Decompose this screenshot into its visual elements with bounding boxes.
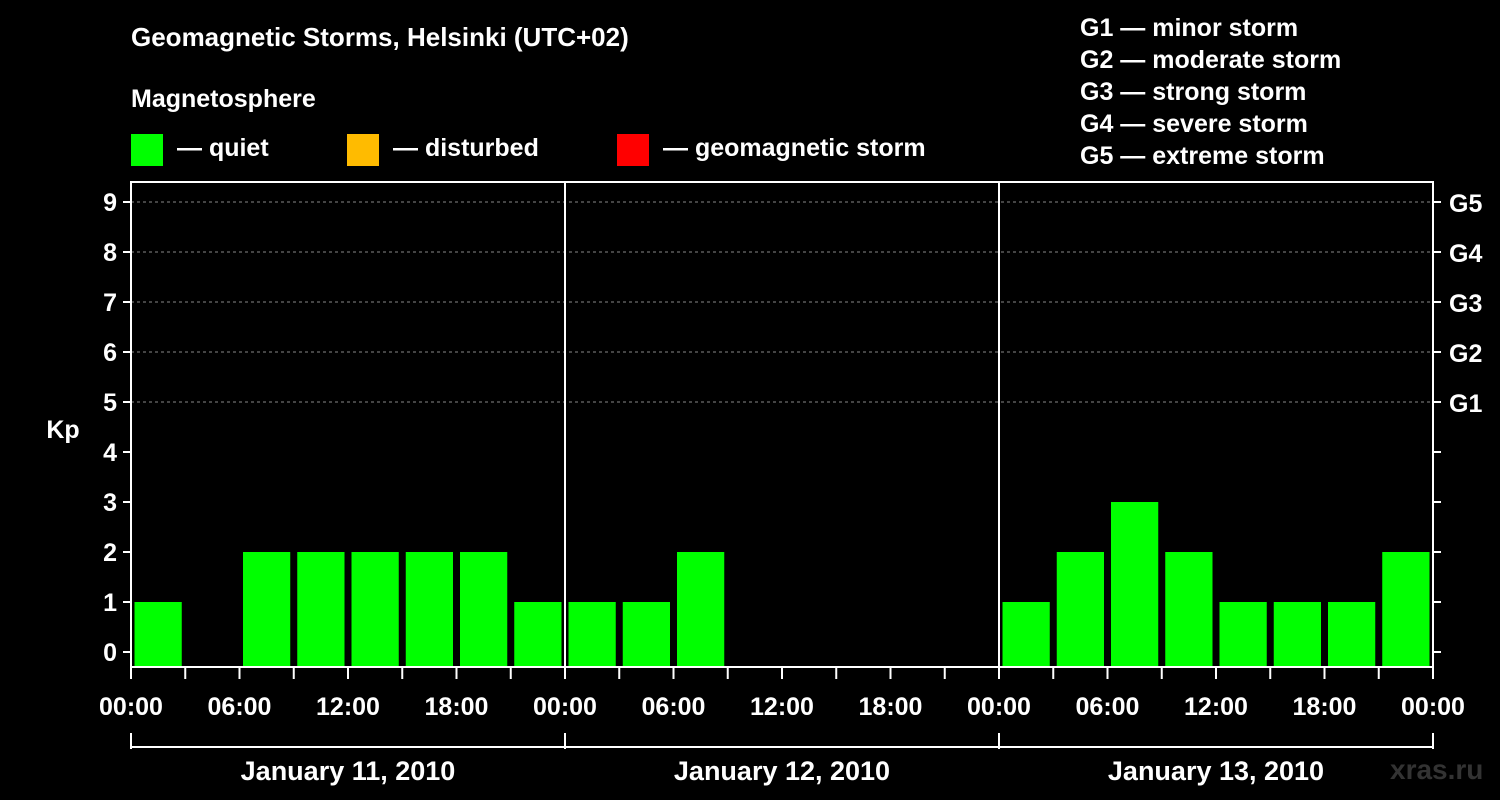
y-tick-label-2: 2 <box>103 539 117 567</box>
x-tick-label-6: 12:00 <box>750 693 814 721</box>
bar-5 <box>405 552 453 667</box>
y-tick-label-9: 9 <box>103 189 117 217</box>
legend-storm-label: — geomagnetic storm <box>663 134 926 162</box>
bar-9 <box>622 602 670 667</box>
bar-4 <box>351 552 399 667</box>
magnetosphere-heading: Magnetosphere <box>131 85 316 113</box>
x-tick-label-1: 06:00 <box>208 693 272 721</box>
bar-10 <box>677 552 725 667</box>
bar-20 <box>1219 602 1267 667</box>
storm-scale-g3: G3 — strong storm <box>1080 78 1307 106</box>
watermark: xras.ru <box>1390 754 1484 785</box>
x-tick-label-2: 12:00 <box>316 693 380 721</box>
bar-18 <box>1111 502 1159 667</box>
g-level-label-g2: G2 <box>1449 340 1482 368</box>
y-tick-label-0: 0 <box>103 639 117 667</box>
x-tick-label-7: 18:00 <box>859 693 923 721</box>
bar-16 <box>1002 602 1050 667</box>
bar-6 <box>460 552 508 667</box>
x-tick-label-12: 00:00 <box>1401 693 1465 721</box>
bar-7 <box>514 602 562 667</box>
y-tick-label-7: 7 <box>103 289 117 317</box>
legend-quiet-label: — quiet <box>177 134 269 162</box>
x-tick-label-3: 18:00 <box>425 693 489 721</box>
x-tick-label-10: 12:00 <box>1184 693 1248 721</box>
day-label-1: January 12, 2010 <box>674 756 890 786</box>
y-tick-label-4: 4 <box>103 439 117 467</box>
g-level-label-g5: G5 <box>1449 190 1482 218</box>
storm-scale-g1: G1 — minor storm <box>1080 14 1299 42</box>
storm-scale-g4: G4 — severe storm <box>1080 110 1308 138</box>
disturbed-swatch <box>347 134 379 166</box>
storm-scale-g2: G2 — moderate storm <box>1080 46 1342 74</box>
y-tick-label-5: 5 <box>103 389 117 417</box>
g-level-label-g3: G3 <box>1449 290 1482 318</box>
storm-swatch <box>617 134 649 166</box>
x-tick-label-11: 18:00 <box>1293 693 1357 721</box>
bar-23 <box>1382 552 1430 667</box>
bar-19 <box>1165 552 1213 667</box>
day-label-0: January 11, 2010 <box>241 756 456 786</box>
y-tick-label-8: 8 <box>103 239 117 267</box>
chart-title: Geomagnetic Storms, Helsinki (UTC+02) <box>131 22 629 52</box>
day-label-2: January 13, 2010 <box>1108 756 1324 786</box>
x-tick-label-5: 06:00 <box>642 693 706 721</box>
bar-8 <box>568 602 616 667</box>
quiet-swatch <box>131 134 163 166</box>
x-tick-label-0: 00:00 <box>99 693 163 721</box>
bar-3 <box>297 552 345 667</box>
y-axis-label: Kp <box>46 416 79 444</box>
bar-22 <box>1328 602 1376 667</box>
legend-disturbed-label: — disturbed <box>393 134 539 162</box>
storm-scale-g5: G5 — extreme storm <box>1080 142 1325 170</box>
x-tick-label-8: 00:00 <box>967 693 1031 721</box>
y-tick-label-6: 6 <box>103 339 117 367</box>
y-tick-label-3: 3 <box>103 489 117 517</box>
g-level-label-g1: G1 <box>1449 390 1482 418</box>
bar-2 <box>243 552 291 667</box>
y-tick-label-1: 1 <box>103 589 117 617</box>
bar-0 <box>134 602 182 667</box>
storm-scale-legend: G1 — minor storm G2 — moderate storm G3 … <box>1080 12 1341 172</box>
x-tick-label-4: 00:00 <box>533 693 597 721</box>
x-tick-label-9: 06:00 <box>1076 693 1140 721</box>
bar-17 <box>1056 552 1104 667</box>
g-level-label-g4: G4 <box>1449 240 1482 268</box>
bar-21 <box>1273 602 1321 667</box>
